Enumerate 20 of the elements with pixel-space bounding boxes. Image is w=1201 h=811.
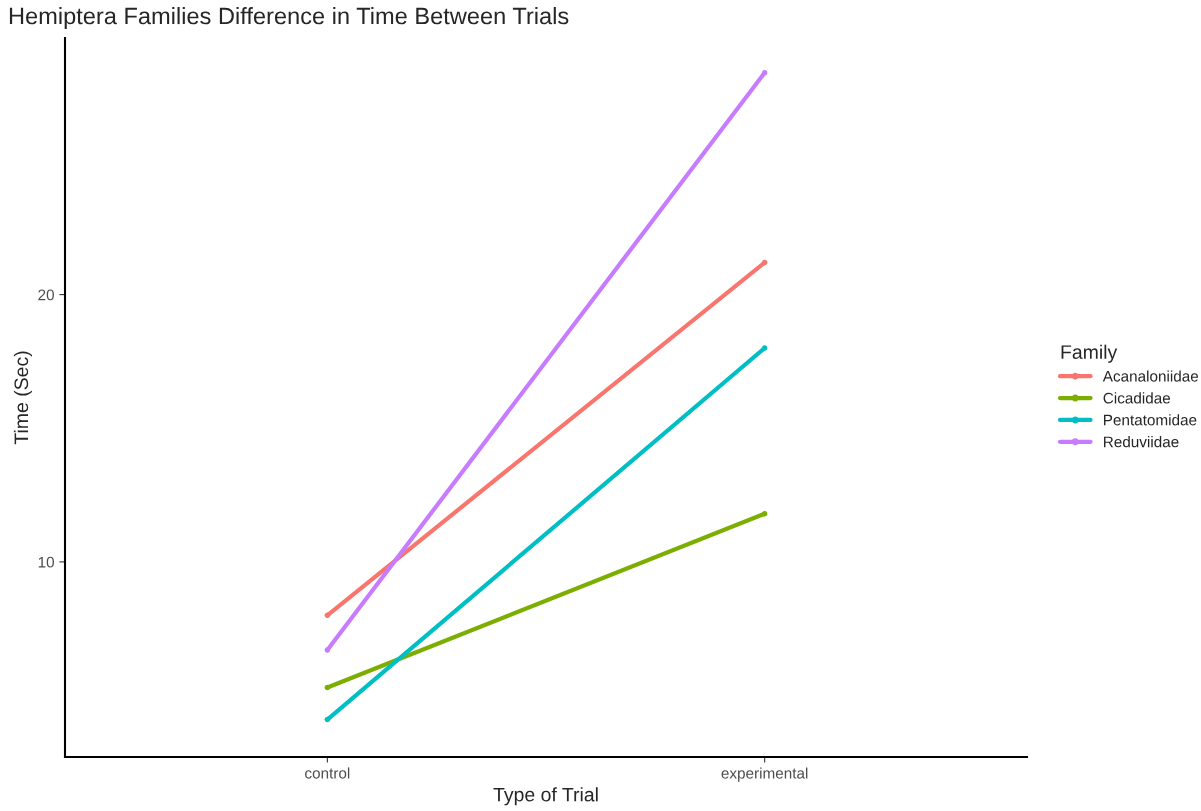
point (324, 647, 331, 653)
legend-title: Family (1061, 344, 1118, 363)
x-tick-label: experimental (721, 767, 808, 782)
point (761, 259, 768, 266)
point (761, 69, 768, 76)
y-tick-label: 20 (38, 289, 54, 301)
point (324, 612, 331, 619)
point (761, 510, 768, 517)
legend-label: Reduviidae (1104, 436, 1179, 448)
y-tick-label: 10 (38, 556, 54, 568)
point (324, 684, 331, 691)
legend-label: Pentatomidae (1104, 414, 1197, 426)
x-axis-title: Type of Trial (493, 787, 598, 806)
x-tick-label: control (305, 767, 350, 779)
point (324, 716, 331, 723)
point (761, 345, 768, 351)
legend-label: Cicadidae (1103, 392, 1171, 404)
legend-label: Acanaloniidae (1102, 370, 1199, 382)
chart-title: Hemiptera Families Difference in Time Between Trials (9, 7, 569, 29)
y-axis-title: Time (Sec) (13, 351, 33, 445)
